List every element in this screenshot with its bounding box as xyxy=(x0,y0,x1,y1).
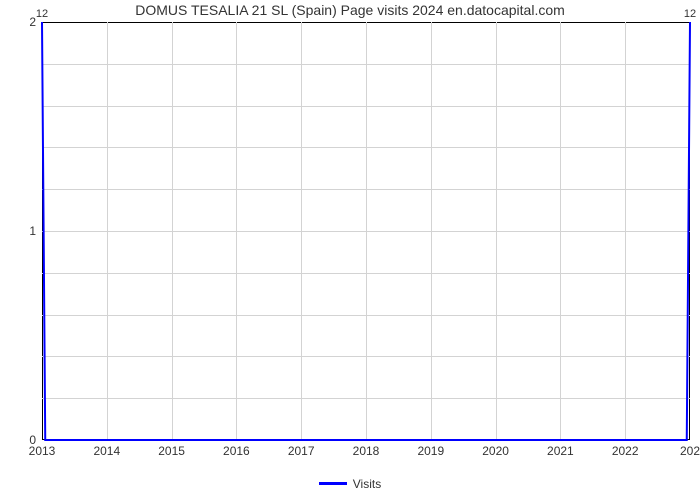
legend: Visits xyxy=(0,472,700,491)
x-tick-label: 2019 xyxy=(417,444,444,458)
y-tick-label: 1 xyxy=(29,224,36,238)
legend-label: Visits xyxy=(353,477,381,491)
x-tick-label: 2014 xyxy=(93,444,120,458)
plot-area: 2013201420152016201720182019202020212022… xyxy=(42,22,690,440)
chart-title: DOMUS TESALIA 21 SL (Spain) Page visits … xyxy=(0,2,700,18)
legend-swatch xyxy=(319,482,347,485)
x-tick-label: 2021 xyxy=(547,444,574,458)
x-tick-label: 2020 xyxy=(482,444,509,458)
y-tick-label: 0 xyxy=(29,433,36,447)
data-point-label: 12 xyxy=(684,8,696,20)
x-tick-label: 202 xyxy=(680,444,700,458)
series-line-visits xyxy=(42,22,690,440)
x-tick-label: 2017 xyxy=(288,444,315,458)
x-tick-label: 2022 xyxy=(612,444,639,458)
x-tick-label: 2015 xyxy=(158,444,185,458)
data-point-label: 12 xyxy=(36,8,48,20)
chart-container: DOMUS TESALIA 21 SL (Spain) Page visits … xyxy=(0,0,700,500)
series-svg xyxy=(42,22,690,440)
x-tick-label: 2018 xyxy=(353,444,380,458)
legend-item: Visits xyxy=(319,477,381,491)
x-tick-label: 2016 xyxy=(223,444,250,458)
